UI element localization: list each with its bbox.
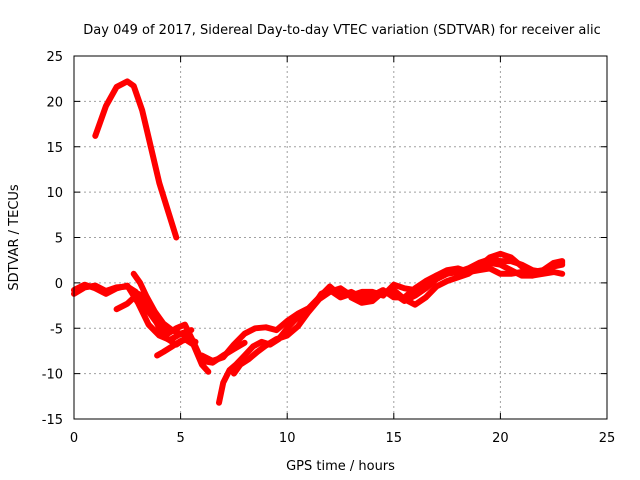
series-line-arc-9 (230, 265, 566, 377)
x-tick-label: 25 (599, 431, 616, 446)
y-tick-label: 25 (46, 50, 63, 65)
series-line-arc-1 (92, 78, 180, 241)
chart-title: Day 049 of 2017, Sidereal Day-to-day VTE… (83, 23, 600, 38)
y-tick-label: 15 (46, 141, 63, 156)
y-axis-title: SDTVAR / TECUs (7, 184, 22, 291)
x-tick-label: 10 (279, 431, 296, 446)
axis-ticks: 0 5 10 15 20 25 -15 -10 -5 0 5 10 15 20 25 (42, 50, 616, 446)
y-tick-label: -15 (42, 413, 63, 428)
y-tick-label: -5 (50, 322, 63, 337)
y-tick-label: 20 (46, 95, 63, 110)
series-line-arc-6 (154, 336, 199, 359)
y-tick-label: 0 (55, 277, 63, 292)
x-tick-label: 0 (70, 431, 78, 446)
series-line-arc-10 (348, 258, 566, 308)
y-tick-label: 5 (55, 232, 63, 247)
y-tick-label: 10 (46, 186, 63, 201)
x-axis-title: GPS time / hours (286, 459, 395, 474)
x-tick-label: 5 (176, 431, 184, 446)
series-line-arc-4 (113, 290, 212, 375)
grid (74, 56, 607, 419)
y-tick-label: -10 (42, 368, 63, 383)
series-line-arc-5 (130, 270, 193, 341)
x-tick-label: 15 (386, 431, 403, 446)
series-group (71, 78, 566, 406)
x-tick-label: 20 (492, 431, 509, 446)
